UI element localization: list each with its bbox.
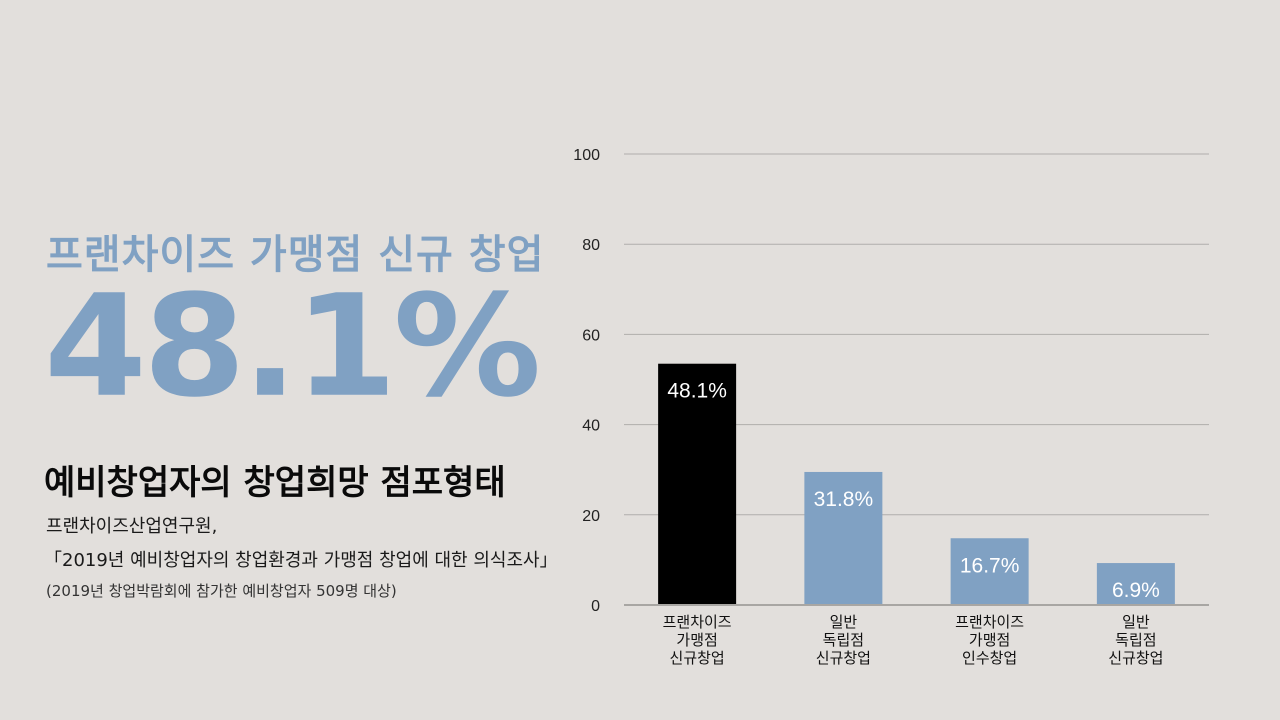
y-tick-label: 20 [582, 508, 600, 525]
x-tick-label: 독립점 [823, 631, 864, 649]
x-tick-label: 가맹점 [969, 631, 1010, 649]
y-tick-label: 60 [582, 327, 600, 344]
x-tick-label: 신규창업 [1108, 649, 1163, 667]
y-tick-label: 40 [582, 418, 600, 435]
bar-value-label: 16.7% [960, 554, 1020, 577]
y-tick-label: 80 [582, 237, 600, 254]
bar [1096, 563, 1175, 605]
x-tick-label: 신규창업 [816, 649, 871, 667]
x-tick-label: 신규창업 [670, 649, 725, 667]
x-tick-label: 프랜차이즈 [955, 613, 1024, 631]
bar [658, 363, 737, 605]
y-tick-label: 100 [573, 147, 600, 164]
x-tick-label: 프랜차이즈 [663, 613, 732, 631]
x-tick-label: 일반 [1122, 613, 1150, 631]
x-tick-label: 일반 [830, 613, 858, 631]
bar-value-label: 6.9% [1112, 579, 1160, 602]
bar-chart: 02040608010048.1%프랜차이즈가맹점신규창업31.8%일반독립점신… [573, 147, 1209, 667]
bar-value-label: 31.8% [814, 488, 874, 511]
bar [950, 538, 1029, 605]
source-organization: 프랜차이즈산업연구원, [46, 516, 218, 537]
bar [804, 471, 883, 605]
big-percentage: 48.1% [44, 264, 541, 428]
x-tick-label: 인수창업 [962, 649, 1017, 667]
y-tick-label: 0 [591, 598, 600, 615]
source-sample-note: (2019년 창업박람회에 참가한 예비창업자 509명 대상) [46, 582, 397, 600]
chart-subtitle: 예비창업자의 창업희망 점포형태 [44, 463, 506, 503]
bar-value-label: 48.1% [667, 380, 727, 403]
x-tick-label: 독립점 [1115, 631, 1156, 649]
headline: 프랜차이즈 가맹점 신규 창업 [46, 232, 545, 278]
x-tick-label: 가맹점 [676, 631, 717, 649]
source-report-title: 「2019년 예비창업자의 창업환경과 가맹점 창업에 대한 의식조사」 [44, 550, 558, 571]
